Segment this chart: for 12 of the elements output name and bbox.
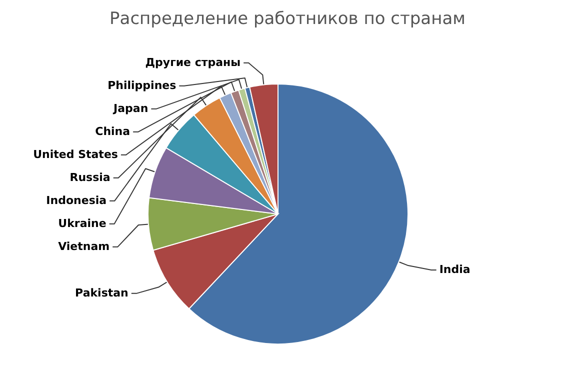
slice-label: Indonesia xyxy=(46,194,107,207)
slice-label: Другие страны xyxy=(145,56,241,69)
slice-label: Pakistan xyxy=(75,286,128,300)
chart-title: Распределение работников по странам xyxy=(110,9,466,29)
slice-label: United States xyxy=(33,148,118,161)
slice-label: Japan xyxy=(112,102,148,115)
slice-label: Ukraine xyxy=(58,216,106,230)
slice-label: India xyxy=(439,262,470,276)
slice-label: Russia xyxy=(70,170,110,184)
slice-label: Philippines xyxy=(108,78,177,92)
slice-label: Vietnam xyxy=(58,240,110,253)
slice-label: China xyxy=(95,124,130,138)
